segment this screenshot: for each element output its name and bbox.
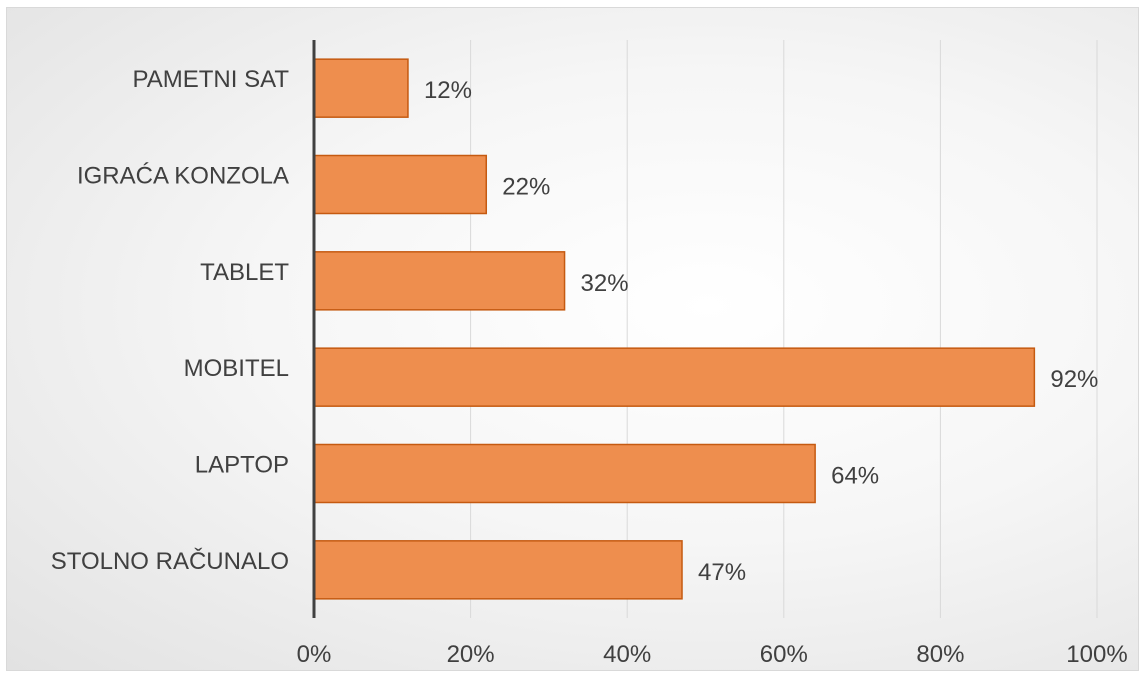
category-label: STOLNO RAČUNALO: [51, 547, 289, 575]
bar: [313, 58, 409, 118]
category-label: IGRAĆA KONZOLA: [77, 163, 289, 190]
x-tick-labels: 0% 20% 40% 60% 80% 100%: [297, 641, 1128, 668]
gridlines: [470, 40, 1098, 618]
x-tick-label: 80%: [916, 641, 964, 668]
data-label: 92%: [1050, 366, 1098, 393]
category-label: TABLET: [200, 259, 289, 286]
category-labels: PAMETNI SAT IGRAĆA KONZOLA TABLET MOBITEL LA…: [51, 66, 290, 575]
x-tick-label: 100%: [1066, 641, 1127, 668]
x-tick-label: 40%: [603, 641, 651, 668]
x-tick-label: 20%: [447, 641, 495, 668]
data-labels: 12% 22% 32% 92% 64% 47%: [424, 77, 1098, 586]
x-tick-label: 60%: [760, 641, 808, 668]
data-label: 47%: [698, 559, 746, 586]
data-label: 12%: [424, 77, 472, 104]
data-label: 32%: [581, 270, 629, 297]
bar: [313, 154, 488, 215]
data-label: 22%: [502, 174, 550, 201]
bars: [313, 58, 1036, 600]
category-label: LAPTOP: [195, 452, 289, 479]
data-label: 64%: [831, 463, 879, 490]
category-label: PAMETNI SAT: [133, 66, 290, 93]
bar: [313, 347, 1036, 407]
bar: [313, 540, 683, 600]
x-tick-label: 0%: [297, 641, 332, 668]
category-label: MOBITEL: [184, 355, 289, 382]
bar: [313, 443, 816, 504]
bar: [313, 251, 566, 311]
